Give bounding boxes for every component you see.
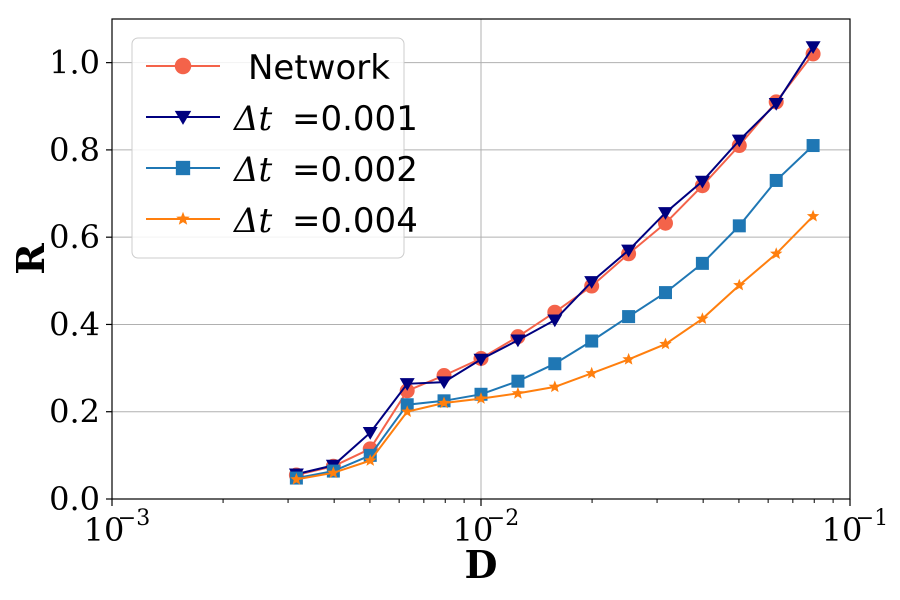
data-point-1-3: [399, 378, 415, 391]
data-point-2-7: [548, 357, 562, 371]
data-point-1-9: [621, 244, 637, 258]
x-tick-label-exponent: −1: [856, 506, 888, 531]
y-tick-label: 1.0: [49, 44, 100, 82]
data-point-2-11: [695, 256, 709, 270]
legend-marker-1: [174, 110, 192, 125]
data-point-1-5: [473, 353, 489, 367]
y-tick-label: 0.4: [49, 305, 100, 343]
series-1: [288, 41, 821, 482]
legend-label-2: Δt: [232, 150, 273, 190]
legend-label-value-3: =0.004: [292, 201, 418, 241]
data-point-1-14: [805, 41, 821, 55]
data-point-3-5: [474, 392, 488, 404]
data-point-3-3: [401, 405, 414, 417]
data-point-3-12: [733, 278, 746, 291]
series-layer: [288, 41, 821, 485]
data-point-2-3: [400, 398, 414, 412]
data-point-1-2: [362, 427, 378, 440]
data-point-2-13: [769, 173, 783, 187]
data-point-2-14: [806, 139, 820, 153]
data-point-1-13: [768, 98, 784, 111]
data-point-3-11: [696, 312, 709, 324]
y-tick-label: 0.6: [49, 218, 100, 256]
data-point-3-10: [659, 337, 672, 350]
legend-marker-0: [174, 57, 192, 75]
data-point-3-8: [585, 366, 598, 379]
data-point-1-11: [694, 175, 710, 189]
data-point-3-13: [770, 247, 783, 259]
data-point-3-0: [290, 472, 303, 485]
y-axis-title: R: [8, 243, 53, 275]
y-tick-label: 0.2: [49, 393, 100, 431]
legend-entry-0: Network: [146, 48, 390, 88]
data-point-3-9: [622, 352, 635, 365]
legend-label-1: Δt: [232, 99, 273, 139]
legend-label-value-2: =0.002: [292, 150, 418, 190]
x-tick-label-exponent: −2: [487, 506, 519, 531]
legend-label-0: Network: [248, 48, 390, 88]
data-point-1-12: [731, 134, 747, 148]
series-3: [290, 209, 820, 485]
legend-entry-3: Δt =0.004: [146, 201, 418, 241]
data-point-2-9: [622, 310, 636, 324]
series-2: [289, 139, 820, 485]
x-tick-label: 10: [453, 511, 494, 549]
legend: Network Δt =0.001 Δt =0.002 Δt =0.004: [131, 37, 418, 259]
data-point-3-2: [364, 454, 377, 466]
data-point-2-12: [732, 219, 746, 233]
data-point-2-8: [585, 334, 599, 348]
x-axis-title: D: [465, 542, 498, 587]
ticks: 0.00.20.40.60.81.010−3 10−2 10−1: [49, 44, 888, 549]
legend-label-3: Δt: [232, 201, 273, 241]
legend-label-value-1: =0.001: [292, 99, 418, 139]
legend-box: [131, 37, 405, 259]
x-tick-label-exponent: −3: [118, 506, 150, 531]
data-point-1-7: [547, 314, 563, 328]
data-point-1-6: [510, 334, 526, 348]
data-point-2-6: [511, 374, 525, 388]
data-point-1-4: [436, 376, 452, 390]
x-tick-label: 10: [822, 511, 863, 549]
legend-marker-3: [176, 211, 190, 225]
data-point-3-1: [327, 466, 340, 479]
data-point-3-14: [806, 209, 820, 222]
data-point-2-10: [658, 286, 672, 300]
x-tick-label: 10: [84, 511, 125, 549]
y-tick-label: 0.0: [49, 480, 100, 518]
legend-marker-2: [175, 160, 191, 176]
data-point-3-7: [548, 380, 561, 393]
y-tick-label: 0.8: [49, 131, 100, 169]
data-point-3-6: [511, 386, 525, 399]
data-point-1-8: [584, 276, 600, 289]
legend-entry-2: Δt =0.002: [146, 150, 418, 190]
data-point-0-10: [657, 215, 673, 231]
data-point-1-10: [657, 207, 673, 220]
legend-entry-1: Δt =0.001: [146, 99, 418, 139]
data-point-3-4: [437, 396, 451, 409]
